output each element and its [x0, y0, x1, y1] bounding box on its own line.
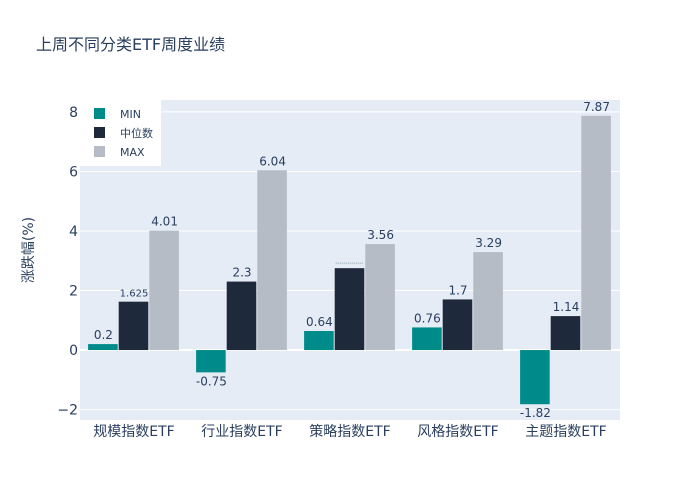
legend-label[interactable]: MAX: [120, 146, 145, 159]
x-tick-label: 行业指数ETF: [201, 424, 282, 440]
bar[interactable]: [196, 350, 226, 373]
y-tick-label: 6: [69, 164, 78, 180]
data-label: 1.625: [120, 289, 149, 300]
bar[interactable]: [257, 170, 287, 351]
bar[interactable]: [412, 327, 442, 351]
bar[interactable]: [88, 344, 118, 351]
bar[interactable]: [550, 316, 581, 351]
data-label: 6.04: [259, 154, 286, 168]
y-axis-title: 涨跌幅(%): [21, 217, 37, 283]
chart-title: 上周不同分类ETF周度业绩: [36, 35, 225, 54]
bar[interactable]: [226, 281, 257, 351]
bar[interactable]: [149, 230, 179, 351]
bar[interactable]: [365, 244, 395, 351]
x-tick-label: 风格指数ETF: [417, 424, 498, 440]
data-label: 0.2: [94, 328, 113, 342]
x-tick-label: 策略指数ETF: [309, 423, 390, 440]
data-label: 3.56: [367, 228, 394, 242]
data-label: 1.7: [448, 283, 467, 297]
data-label: 0.76: [414, 311, 441, 325]
x-axis: 规模指数ETF 行业指数ETF 策略指数ETF 风格指数ETF 主题指数ETF: [93, 423, 606, 440]
legend-box: [80, 100, 161, 166]
data-label: 1.14: [553, 300, 580, 314]
bars: [88, 115, 611, 405]
bar[interactable]: [442, 299, 473, 351]
data-label: 0.64: [306, 315, 333, 329]
bar[interactable]: [334, 268, 365, 351]
bar[interactable]: [520, 350, 550, 405]
x-tick-label: 主题指数ETF: [525, 424, 606, 440]
x-tick-label: 规模指数ETF: [93, 424, 174, 440]
data-label: 4.01: [151, 215, 178, 229]
bar[interactable]: [304, 330, 334, 351]
legend-swatch[interactable]: [94, 108, 105, 119]
bar[interactable]: [581, 115, 611, 351]
data-label: 2.3: [232, 266, 251, 280]
legend[interactable]: MIN 中位数 MAX: [80, 100, 161, 166]
legend-label[interactable]: MIN: [120, 108, 141, 121]
data-label: -0.75: [196, 374, 227, 388]
legend-swatch[interactable]: [94, 146, 105, 157]
bar[interactable]: [473, 252, 503, 351]
y-tick-label: 2: [69, 284, 78, 300]
y-tick-label: 8: [69, 105, 78, 121]
y-tick-label: 0: [69, 343, 78, 359]
y-tick-label: 4: [69, 224, 78, 240]
legend-swatch[interactable]: [94, 127, 105, 138]
bar[interactable]: [118, 301, 149, 351]
legend-label[interactable]: 中位数: [120, 126, 153, 140]
data-label: -1.82: [520, 406, 551, 420]
data-label: 3.29: [475, 236, 502, 250]
data-label: 7.87: [583, 100, 610, 114]
y-axis: −2 0 2 4 6 8: [57, 105, 78, 419]
y-tick-label: −2: [57, 403, 78, 419]
data-labels: 0.2 1.625 4.01 -0.75 2.3 6.04 0.64 3.56 0.76 1.7 3…: [94, 100, 610, 420]
